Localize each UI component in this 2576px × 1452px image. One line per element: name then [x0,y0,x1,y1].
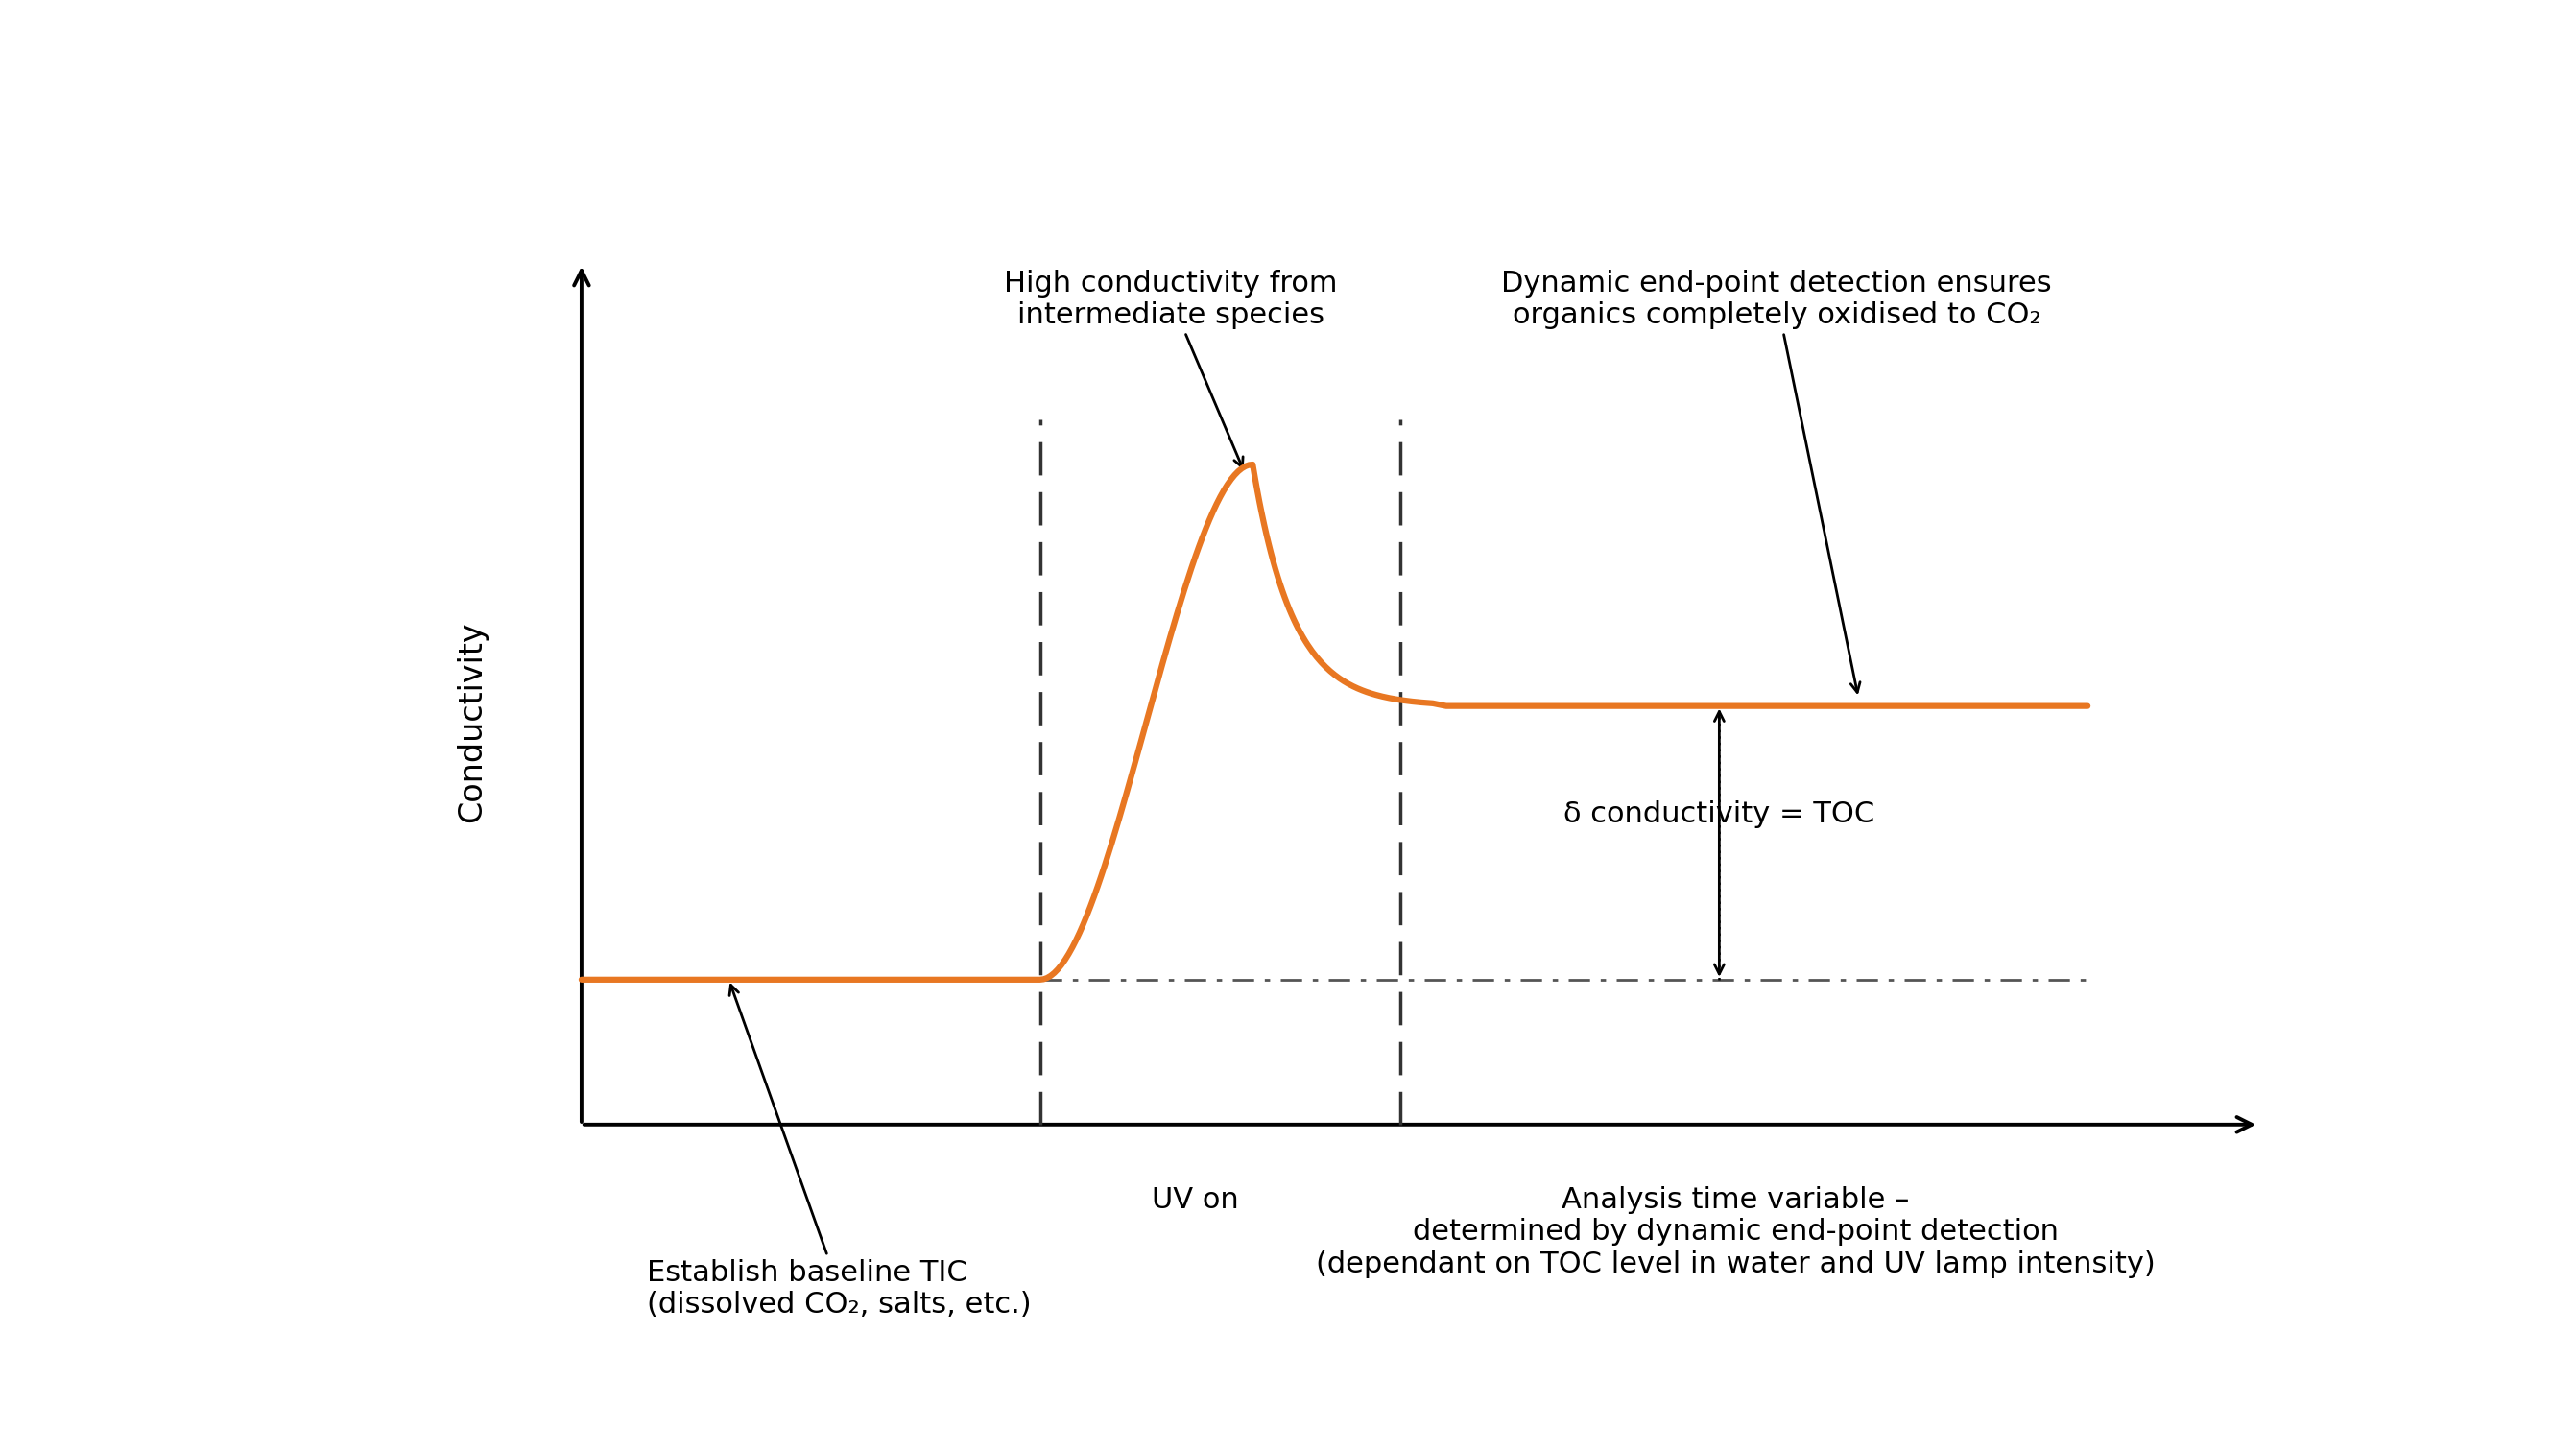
Text: Dynamic end-point detection ensures
organics completely oxidised to CO₂: Dynamic end-point detection ensures orga… [1502,269,2053,693]
Text: Establish baseline TIC
(dissolved CO₂, salts, etc.): Establish baseline TIC (dissolved CO₂, s… [647,984,1030,1318]
Text: δ conductivity = TOC: δ conductivity = TOC [1564,800,1875,829]
Text: High conductivity from
intermediate species: High conductivity from intermediate spec… [1005,269,1337,468]
Text: Conductivity: Conductivity [456,621,487,823]
Text: Analysis time variable –
determined by dynamic end-point detection
(dependant on: Analysis time variable – determined by d… [1316,1186,2156,1278]
Text: UV on: UV on [1151,1186,1239,1214]
